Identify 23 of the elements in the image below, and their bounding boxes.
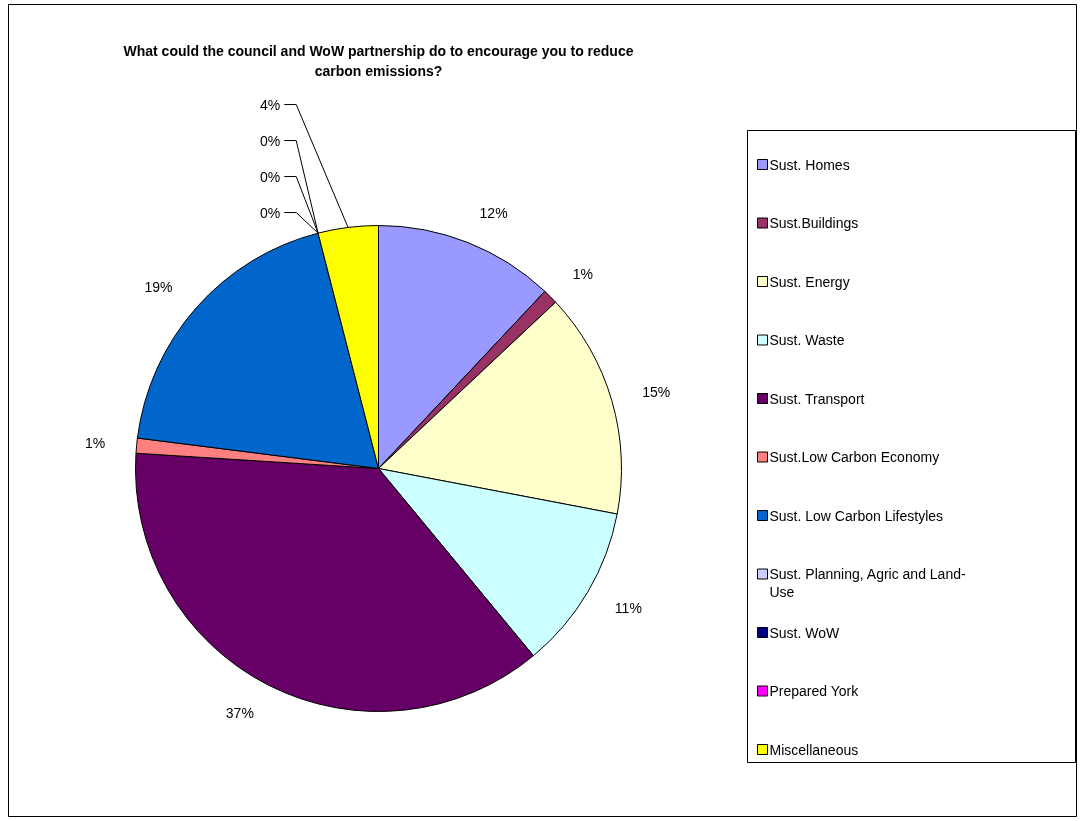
chart-title: What could the council and WoW partnership do to encourage you to reduce carbon emissions? xyxy=(123,42,634,79)
text: 0% xyxy=(259,132,281,149)
data-label: 19% xyxy=(144,278,173,295)
legend-label: Sust. Low Carbon Lifestyles xyxy=(769,507,944,524)
data-label: 1% xyxy=(572,266,593,283)
legend-label: Sust.Buildings xyxy=(769,215,859,231)
data-label: 37% xyxy=(225,705,254,722)
legend-label: Sust. Waste xyxy=(769,332,845,348)
legend-label: Miscellaneous xyxy=(769,741,859,758)
legend-label: Sust. Homes xyxy=(769,156,850,173)
legend-label: Sust. Transport xyxy=(769,390,865,407)
data-label: 12% xyxy=(479,205,508,222)
legend-label: Sust. WoW xyxy=(769,624,841,641)
data-label: 4% xyxy=(259,96,281,113)
text: 0% xyxy=(259,204,281,221)
data-label: 11% xyxy=(614,600,642,617)
data-label: 15% xyxy=(642,383,671,400)
legend-label: Sust.Low Carbon Economy xyxy=(769,449,940,465)
legend-label: Sust. Energy xyxy=(769,273,850,290)
text: 0% xyxy=(259,168,281,185)
legend-label: Sust. Planning, Agric and Land-Use xyxy=(769,566,966,600)
legend-label: Prepared York xyxy=(769,683,860,699)
data-label: 1% xyxy=(84,434,106,451)
